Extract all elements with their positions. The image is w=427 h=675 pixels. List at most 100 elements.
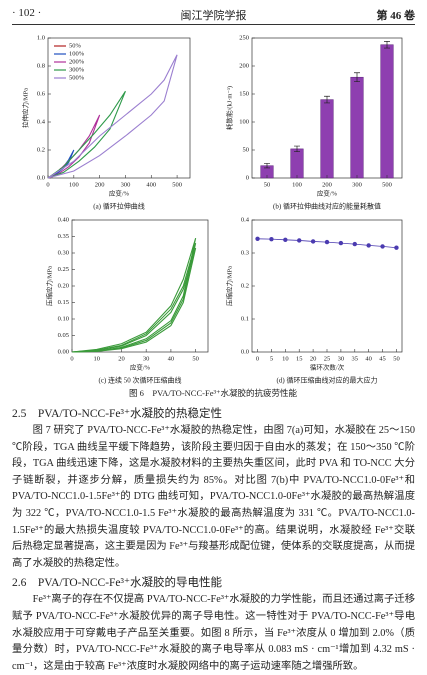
x-tick-label: 100 [69, 181, 79, 188]
x-tick-label: 45 [379, 355, 386, 362]
panel-caption: (a) 循环拉伸曲线 [93, 202, 145, 211]
y-tick-label: 150 [239, 90, 249, 97]
x-tick-label: 30 [338, 355, 345, 362]
x-tick-label: 30 [143, 355, 150, 362]
y-tick-label: 0.1 [241, 315, 249, 322]
y-tick-label: 0.15 [58, 299, 69, 306]
marker [283, 237, 288, 242]
figure-caption: 图 6 PVA/TO-NCC-Fe³⁺水凝胶的抗疲劳性能 [129, 388, 297, 398]
paragraph: 图 7 研究了 PVA/TO-NCC-Fe³⁺水凝胶的热稳定性，由图 7(a)可… [12, 425, 415, 569]
x-tick-label: 20 [118, 355, 125, 362]
y-tick-label: 0.35 [58, 233, 69, 240]
y-tick-label: 250 [239, 34, 249, 41]
x-axis-label: 应变/% [109, 188, 130, 197]
x-tick-label: 50 [264, 181, 271, 188]
error-bar [354, 72, 360, 83]
y-tick-label: 0.30 [58, 249, 69, 256]
x-tick-label: 0 [256, 355, 259, 362]
plot-frame [47, 37, 191, 179]
x-tick-label: 5 [270, 355, 273, 362]
error-bar [384, 41, 390, 49]
x-tick-label: 0 [46, 181, 49, 188]
x-tick-label: 0 [70, 355, 73, 362]
y-tick-label: 0.4 [37, 118, 46, 125]
y-tick-label: 0.0 [37, 174, 45, 181]
y-tick-label: 0.25 [58, 266, 69, 273]
section-heading: 2.6 PVA/TO-NCC-Fe³⁺水凝胶的导电性能 [12, 577, 223, 590]
y-tick-label: 50 [243, 146, 250, 153]
x-axis-label: 应变/% [317, 188, 338, 197]
y-tick-label: 1.0 [37, 34, 45, 41]
legend-label: 100% [69, 50, 85, 57]
x-tick-label: 400 [146, 181, 156, 188]
y-axis-label: 拉伸应力/MPa [20, 88, 29, 128]
x-tick-label: 15 [296, 355, 303, 362]
y-tick-label: 0.40 [58, 216, 69, 223]
bar [380, 44, 394, 179]
x-tick-label: 200 [95, 181, 105, 188]
x-tick-label: 200 [322, 181, 332, 188]
marker [269, 236, 274, 242]
x-tick-label: 10 [282, 355, 289, 362]
line [71, 247, 197, 353]
marker [324, 239, 330, 245]
legend-label: 50% [69, 42, 82, 49]
y-tick-label: 0.10 [58, 315, 69, 322]
marker [380, 244, 385, 249]
body-text: 2.5 PVA/TO-NCC-Fe³⁺水凝胶的热稳定性 图 7 研究了 PVA/… [12, 405, 415, 675]
figure: 图 6 PVA/TO-NCC-Fe³⁺水凝胶的抗疲劳性能 0.0 0.2 0.4 0.… [20, 34, 403, 398]
marker [310, 239, 316, 244]
line [71, 242, 197, 353]
marker [297, 238, 302, 243]
page-number: · 102 · [12, 7, 42, 19]
x-tick-label: 500 [172, 181, 182, 188]
y-tick-label: 0 [246, 174, 249, 181]
y-tick-label: 0.0 [241, 348, 249, 355]
journal-name: 闽江学院学报 [180, 10, 247, 22]
y-tick-label: 0.2 [37, 146, 45, 153]
legend-label: 500% [69, 74, 85, 81]
x-tick-label: 40 [168, 355, 175, 362]
y-tick-label: 0.00 [58, 348, 69, 355]
bar [350, 76, 364, 179]
y-tick-label: 0.8 [37, 62, 45, 69]
marker [394, 245, 399, 250]
y-tick-label: 200 [239, 62, 249, 69]
y-tick-label: 0.2 [241, 282, 249, 289]
legend-label: 200% [69, 58, 85, 65]
y-axis-label: 压缩应力/MPa [44, 266, 53, 306]
marker [366, 243, 371, 248]
y-axis-label: 耗散能/(kJ·m⁻³) [224, 86, 233, 130]
x-tick-label: 50 [192, 355, 199, 362]
x-tick-label: 300 [121, 181, 131, 188]
x-tick-label: 50 [393, 355, 400, 362]
line [47, 54, 178, 179]
error-bar [264, 163, 270, 169]
x-tick-label: 40 [365, 355, 372, 362]
marker [255, 236, 260, 242]
volume: 第 46 卷 [376, 10, 416, 22]
y-axis-label: 压缩应力/MPa [224, 266, 233, 306]
legend-label: 300% [69, 66, 85, 73]
panel-caption: (d) 循环压缩曲线对应的最大应力 [277, 376, 378, 385]
section-heading: 2.5 PVA/TO-NCC-Fe³⁺水凝胶的热稳定性 [12, 408, 223, 420]
error-bar [324, 95, 330, 104]
plot-frame [71, 219, 209, 353]
line [47, 114, 101, 179]
y-tick-label: 0.20 [58, 282, 69, 289]
bar [290, 148, 304, 179]
y-tick-label: 0.4 [241, 216, 250, 223]
running-header: · 102 · 闽江学院学报 第 46 卷 [12, 4, 415, 25]
panel-caption: (b) 循环拉伸曲线对应的能量耗散值 [273, 202, 381, 211]
x-axis-label: 循环次数/次 [310, 362, 345, 371]
panel-caption: (c) 连续 50 次循环压缩曲线 [98, 376, 181, 385]
y-tick-label: 100 [239, 118, 249, 125]
x-tick-label: 10 [93, 355, 100, 362]
y-tick-label: 0.3 [241, 249, 249, 256]
paragraph: Fe³⁺离子的存在不仅提高 PVA/TO-NCC-Fe³⁺水凝胶的力学性能，而且… [12, 594, 415, 672]
y-tick-label: 0.05 [58, 332, 69, 339]
x-axis-label: 应变/% [130, 362, 151, 371]
bar [320, 99, 334, 179]
x-tick-label: 300 [352, 181, 362, 188]
